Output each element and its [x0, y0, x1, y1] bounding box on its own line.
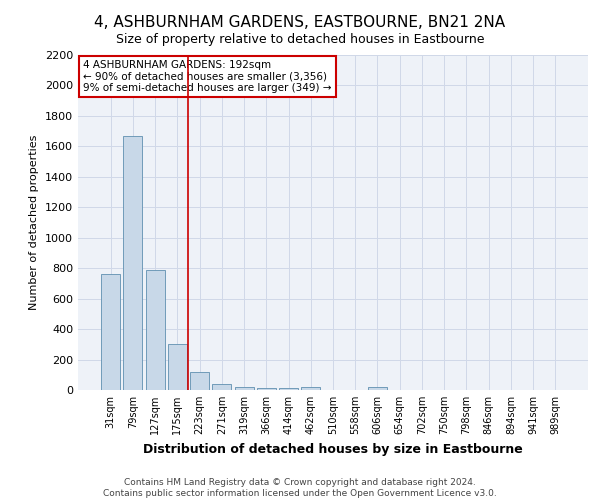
Bar — [279, 388, 298, 390]
Bar — [124, 136, 142, 390]
Bar — [190, 372, 209, 390]
Text: Size of property relative to detached houses in Eastbourne: Size of property relative to detached ho… — [116, 32, 484, 46]
Bar — [212, 384, 231, 390]
Bar — [168, 344, 187, 390]
X-axis label: Distribution of detached houses by size in Eastbourne: Distribution of detached houses by size … — [143, 442, 523, 456]
Bar — [257, 388, 276, 390]
Text: 4, ASHBURNHAM GARDENS, EASTBOURNE, BN21 2NA: 4, ASHBURNHAM GARDENS, EASTBOURNE, BN21 … — [94, 15, 506, 30]
Text: 4 ASHBURNHAM GARDENS: 192sqm
← 90% of detached houses are smaller (3,356)
9% of : 4 ASHBURNHAM GARDENS: 192sqm ← 90% of de… — [83, 60, 332, 93]
Bar — [301, 387, 320, 390]
Y-axis label: Number of detached properties: Number of detached properties — [29, 135, 40, 310]
Bar — [368, 387, 387, 390]
Text: Contains HM Land Registry data © Crown copyright and database right 2024.
Contai: Contains HM Land Registry data © Crown c… — [103, 478, 497, 498]
Bar — [146, 270, 164, 390]
Bar — [235, 387, 254, 390]
Bar — [101, 274, 120, 390]
